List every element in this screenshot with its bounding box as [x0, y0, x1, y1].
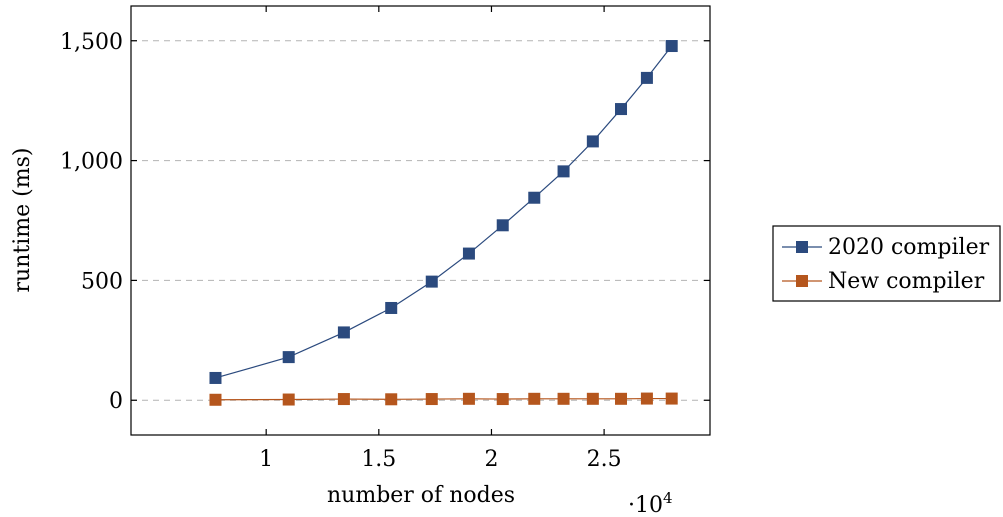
data-point-2020-compiler [337, 326, 350, 339]
x-axis-multiplier-base: ·10 [628, 493, 663, 517]
data-point-2020-compiler [496, 219, 509, 232]
x-axis-label: number of nodes [327, 483, 515, 508]
data-point-2020-compiler [209, 371, 222, 384]
y-tick-label: 500 [81, 269, 123, 294]
data-point-new-compiler [665, 392, 678, 405]
axis-ticks: 0 500 1,000 1,500 1 1.5 2 2.5 [60, 6, 710, 472]
legend-marker-new-compiler [796, 275, 808, 287]
plot-area [130, 5, 711, 436]
data-point-new-compiler [282, 393, 295, 406]
data-point-new-compiler [528, 392, 541, 405]
data-point-2020-compiler [557, 165, 570, 178]
data-point-new-compiler [496, 393, 509, 406]
data-point-new-compiler [209, 393, 222, 406]
y-tick-label: 1,500 [60, 30, 123, 55]
data-point-2020-compiler [425, 275, 438, 288]
data-point-2020-compiler [282, 351, 295, 364]
series-2020-compiler [209, 40, 678, 384]
y-axis-label: runtime (ms) [10, 148, 35, 293]
data-point-new-compiler [462, 392, 475, 405]
series-new-compiler [209, 392, 678, 406]
y-tick-label: 0 [109, 389, 123, 414]
x-tick-label: 1.5 [361, 447, 396, 472]
data-point-new-compiler [640, 392, 653, 405]
legend-box [772, 225, 1001, 302]
series-line-2020-compiler [215, 45, 673, 379]
data-point-2020-compiler [640, 71, 653, 84]
data-point-2020-compiler [586, 135, 599, 148]
x-axis-multiplier: ·104 [628, 489, 673, 517]
data-point-2020-compiler [528, 191, 541, 204]
data-point-new-compiler [337, 393, 350, 406]
x-axis-multiplier-exponent: 4 [663, 489, 673, 507]
y-tick-label: 1,000 [60, 150, 123, 175]
legend-marker-2020-compiler [796, 241, 808, 253]
data-point-2020-compiler [615, 103, 628, 116]
data-point-2020-compiler [462, 247, 475, 260]
grid-lines [131, 40, 710, 401]
legend: 2020 compiler New compiler [772, 225, 1001, 302]
data-point-new-compiler [586, 392, 599, 405]
x-tick-label: 1 [259, 447, 273, 472]
data-point-2020-compiler [665, 40, 678, 53]
x-tick-label: 2 [484, 447, 498, 472]
data-point-new-compiler [615, 392, 628, 405]
x-tick-label: 2.5 [587, 447, 622, 472]
legend-label-new-compiler: New compiler [828, 269, 985, 294]
data-point-2020-compiler [385, 301, 398, 314]
data-point-new-compiler [557, 392, 570, 405]
series-layer [209, 40, 678, 406]
legend-label-2020-compiler: 2020 compiler [828, 235, 990, 260]
data-point-new-compiler [385, 393, 398, 406]
data-point-new-compiler [425, 393, 438, 406]
